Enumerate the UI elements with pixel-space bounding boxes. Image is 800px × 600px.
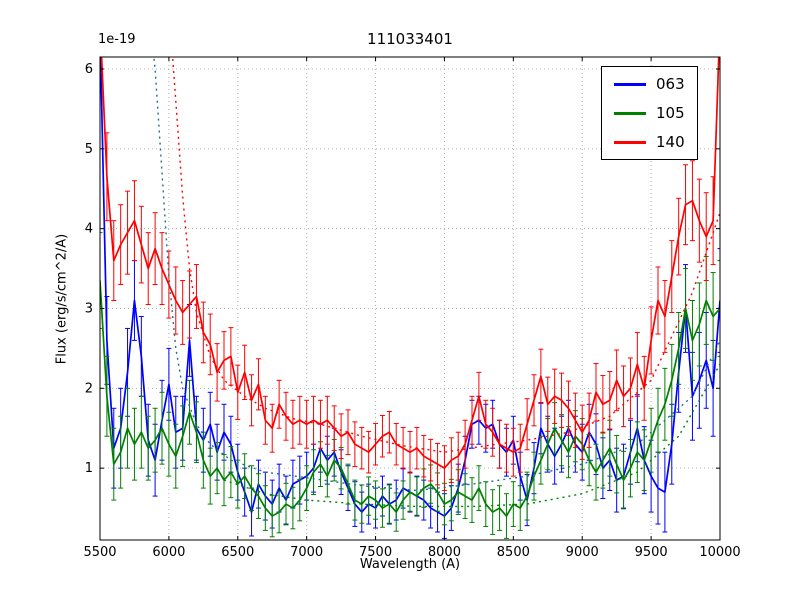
y-tick-label: 5: [85, 142, 93, 157]
y-axis-offset-label: 1e-19: [98, 32, 136, 47]
x-tick-label: 9500: [635, 545, 668, 560]
y-tick-label: 2: [85, 381, 93, 396]
x-tick-label: 6500: [221, 545, 254, 560]
y-tick-label: 3: [85, 301, 93, 316]
series-line-140: [100, 57, 720, 469]
x-tick-label: 8000: [428, 545, 461, 560]
x-tick-label: 9000: [566, 545, 599, 560]
chart-title: 111033401: [367, 30, 453, 48]
y-axis-label: Flux (erg/s/cm^2/A): [54, 233, 70, 365]
y-tick-label: 1: [85, 461, 93, 476]
legend-entry-105: 105: [614, 102, 685, 124]
y-tick-label: 6: [85, 62, 93, 77]
legend: 063 105 140: [601, 66, 698, 160]
legend-entry-140: 140: [614, 131, 685, 153]
x-tick-label: 7000: [290, 545, 323, 560]
y-tick-label: 4: [85, 222, 93, 237]
legend-label-140: 140: [656, 133, 685, 151]
legend-line-swatch-105: [614, 111, 646, 115]
x-tick-label: 8500: [497, 545, 530, 560]
x-axis-label: Wavelength (A): [359, 557, 461, 572]
model-line-063-model: [153, 57, 720, 492]
legend-entry-063: 063: [614, 73, 685, 95]
axes-frame: [99, 56, 721, 541]
legend-line-swatch-063: [614, 82, 646, 86]
legend-line-swatch-140: [614, 140, 646, 144]
legend-label-105: 105: [656, 104, 685, 122]
legend-label-063: 063: [656, 75, 685, 93]
x-tick-label: 6000: [152, 545, 185, 560]
plot-area: [100, 57, 720, 539]
x-tick-label: 10000: [699, 545, 740, 560]
x-tick-label: 7500: [359, 545, 392, 560]
x-tick-label: 5500: [83, 545, 116, 560]
series-line-105: [100, 280, 720, 517]
model-line-105-model: [223, 364, 720, 508]
